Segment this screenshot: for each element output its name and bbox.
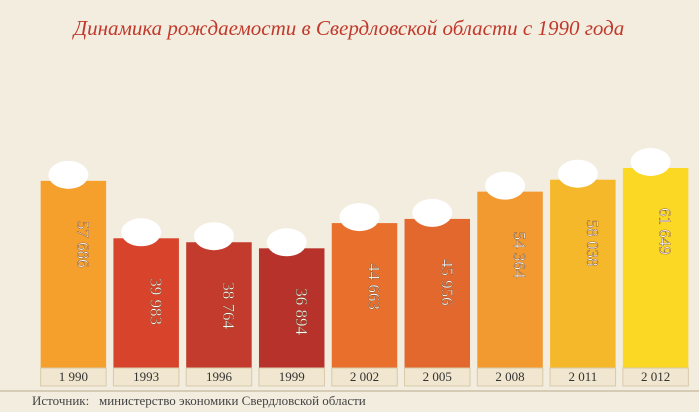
x-tick-label: 1999 — [279, 369, 305, 384]
value-label: 44 663 — [365, 263, 384, 310]
decoration — [194, 222, 234, 250]
x-tick-label: 2 011 — [568, 369, 597, 384]
bar — [186, 242, 252, 368]
decoration — [558, 160, 598, 188]
x-tick-label: 2 005 — [423, 369, 452, 384]
bar — [332, 223, 398, 368]
bar — [477, 192, 543, 368]
chart: Динамика рождаемости в Свердловской обла… — [0, 0, 699, 412]
value-label: 38 764 — [219, 282, 238, 329]
value-label: 39 983 — [146, 278, 165, 325]
decoration — [48, 161, 88, 189]
x-tick-label: 1996 — [206, 369, 233, 384]
value-label: 61 649 — [656, 208, 675, 255]
decoration — [631, 148, 671, 176]
x-tick-label: 2 008 — [495, 369, 524, 384]
bar — [41, 181, 107, 368]
decoration — [267, 228, 307, 256]
decoration — [485, 172, 525, 200]
value-label: 45 956 — [437, 259, 456, 306]
x-tick-label: 1 990 — [59, 369, 88, 384]
bar — [623, 168, 689, 368]
decoration — [121, 218, 161, 246]
value-label: 57 686 — [73, 221, 92, 268]
source-note: Источник: министерство экономики Свердло… — [32, 393, 366, 408]
bar — [259, 248, 325, 368]
bar — [405, 219, 471, 368]
x-tick-label: 2 002 — [350, 369, 379, 384]
bar — [113, 238, 178, 368]
decoration — [412, 199, 452, 227]
bar — [550, 180, 616, 368]
x-tick-label: 2 012 — [641, 369, 670, 384]
value-label: 58 038 — [583, 220, 602, 267]
value-label: 54 364 — [510, 232, 529, 279]
chart-title: Динамика рождаемости в Свердловской обла… — [72, 16, 625, 40]
x-tick-label: 1993 — [133, 369, 159, 384]
decoration — [340, 203, 380, 231]
value-label: 36 894 — [292, 288, 311, 335]
